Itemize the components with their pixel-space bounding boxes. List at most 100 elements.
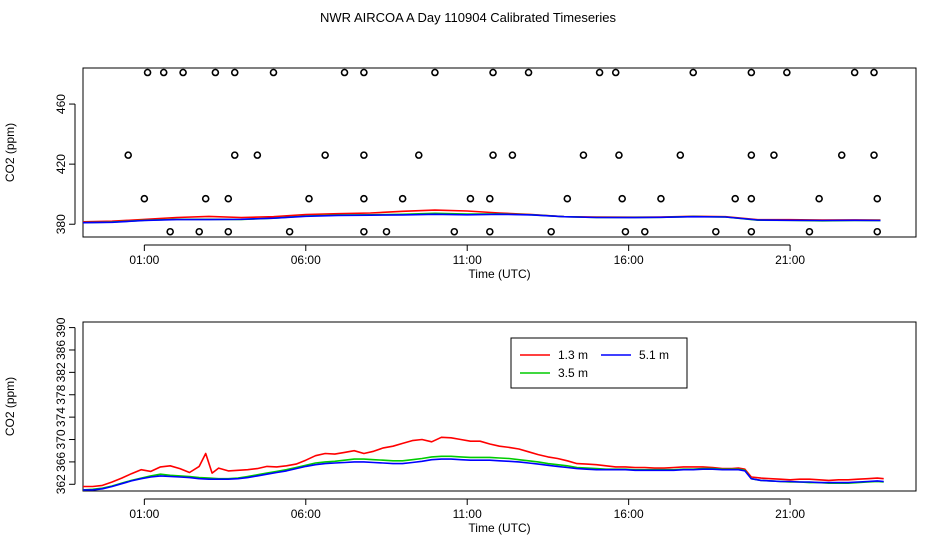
top-calibration-point [124, 151, 133, 159]
bottom-x-tick-label: 16:00 [614, 507, 644, 521]
top-x-tick-label: 11:00 [453, 253, 482, 267]
top-calibration-point [689, 68, 698, 77]
top-calibration-point [224, 194, 233, 203]
top-calibration-point [140, 194, 149, 203]
top-calibration-point [285, 227, 294, 236]
top-calibration-point [747, 68, 756, 77]
top-calibration-point [770, 151, 778, 159]
bottom-series-line-1-3-m [83, 436, 884, 488]
bottom-y-tick-label: 362 [54, 474, 68, 494]
top-calibration-point [360, 151, 368, 159]
top-calibration-point [747, 194, 756, 203]
bottom-y-tick-label: 370 [54, 429, 68, 449]
top-calibration-point [414, 151, 423, 159]
top-calibration-point [143, 68, 152, 77]
top-calibration-point [166, 227, 174, 236]
top-calibration-point [305, 194, 313, 203]
top-calibration-point [870, 151, 878, 159]
top-calibration-point [224, 227, 233, 236]
panel-top: 01:00 06:00 11:00 16:00 21:00 Time (UTC) 380 42… [3, 67, 917, 281]
top-calibration-point [547, 227, 555, 236]
top-y-axis-label: CO2 (ppm) [3, 123, 17, 182]
top-x-tick-label: 01:00 [129, 253, 159, 267]
top-calibration-point [360, 227, 368, 236]
top-x-tick-label: 06:00 [291, 253, 321, 267]
top-calibration-point [340, 68, 349, 77]
top-calibration-point [321, 151, 329, 159]
panel-bottom: 01:00 06:00 11:00 16:00 21:00 Time (UTC) 362 36… [3, 317, 917, 535]
bottom-y-tick-label: 378 [54, 384, 68, 404]
top-calibration-point [195, 227, 204, 236]
top-calibration-point [747, 151, 756, 159]
top-x-tick-label: 21:00 [775, 253, 805, 267]
bottom-x-axis-label: Time (UTC) [468, 521, 530, 535]
bottom-x-tick-label: 01:00 [129, 507, 159, 521]
legend-label-1-3-m: 1.3 m [558, 348, 588, 362]
top-calibration-point [615, 151, 623, 159]
top-calibration-point [211, 68, 220, 77]
bottom-y-tick-label: 386 [54, 340, 68, 360]
top-series-line-5-1-m [82, 213, 881, 224]
chart-title: NWR AIRCOA A Day 110904 Calibrated Times… [320, 10, 616, 25]
top-calibration-point [489, 68, 497, 77]
top-calibration-point [618, 194, 626, 203]
top-y-tick-label: 460 [54, 94, 68, 114]
bottom-x-tick-label: 11:00 [453, 507, 482, 521]
top-calibration-point [398, 194, 407, 203]
top-calibration-point [360, 68, 368, 77]
legend-label-5-1-m: 5.1 m [639, 348, 669, 362]
top-calibration-point [159, 68, 168, 77]
top-calibration-point [870, 68, 878, 77]
top-calibration-point [657, 194, 665, 203]
top-calibration-point [640, 227, 649, 236]
bottom-series-line-3-5-m [82, 455, 884, 491]
bottom-y-tick-label: 374 [54, 407, 68, 427]
top-calibration-point [873, 227, 882, 236]
top-calibration-point [489, 151, 497, 159]
top-calibration-point [450, 227, 459, 236]
top-calibration-point [269, 68, 278, 77]
top-plot-frame [82, 67, 917, 238]
top-calibration-point [524, 68, 533, 77]
top-calibration-point [230, 68, 239, 77]
top-calibration-point [783, 68, 791, 77]
bottom-y-tick-label: 366 [54, 452, 68, 472]
top-calibration-point [805, 227, 814, 236]
top-calibration-point [382, 227, 391, 236]
top-calibration-point [179, 68, 187, 77]
top-calibration-point [466, 194, 475, 203]
bottom-y-tick-label: 382 [54, 362, 68, 382]
top-calibration-point [360, 194, 368, 203]
top-x-axis-label: Time (UTC) [468, 267, 530, 281]
top-x-tick-label: 16:00 [614, 253, 644, 267]
bottom-y-axis-label: CO2 (ppm) [3, 377, 17, 436]
top-calibration-point [563, 194, 572, 203]
top-calibration-point [486, 227, 494, 236]
top-calibration-point [621, 227, 630, 236]
top-y-tick-label: 380 [54, 214, 68, 234]
top-calibration-point [815, 194, 823, 203]
top-calibration-point [486, 194, 494, 203]
top-calibration-point [837, 151, 846, 159]
legend-box [510, 337, 688, 389]
top-calibration-point [747, 227, 756, 236]
top-calibration-point [201, 194, 210, 203]
top-calibration-point [676, 151, 685, 159]
top-y-tick-label: 420 [54, 154, 68, 174]
top-calibration-point [253, 151, 262, 159]
top-calibration-point [611, 68, 620, 77]
top-calibration-point [431, 68, 439, 77]
top-calibration-point [230, 151, 239, 159]
top-calibration-point [508, 151, 517, 159]
bottom-x-tick-label: 21:00 [775, 507, 805, 521]
bottom-series-line-5-1-m [83, 458, 884, 491]
top-calibration-point [850, 68, 859, 77]
bottom-x-tick-label: 06:00 [291, 507, 321, 521]
top-calibration-point [873, 194, 882, 203]
bottom-plot-frame [82, 321, 917, 492]
top-calibration-point [595, 68, 604, 77]
top-calibration-point [579, 151, 588, 159]
top-calibration-point [731, 194, 739, 203]
top-calibration-point [712, 227, 720, 236]
